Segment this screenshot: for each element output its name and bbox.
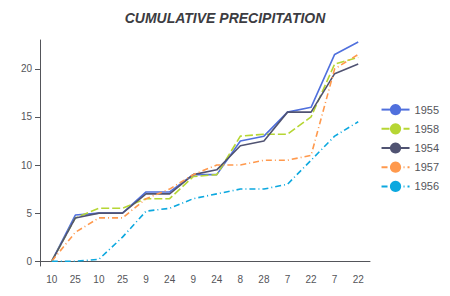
svg-text:24: 24 xyxy=(164,274,176,285)
svg-text:20: 20 xyxy=(21,63,33,74)
svg-text:28: 28 xyxy=(258,274,270,285)
svg-text:10: 10 xyxy=(93,274,105,285)
svg-text:7: 7 xyxy=(332,274,338,285)
svg-text:0: 0 xyxy=(26,256,32,267)
svg-text:1954: 1954 xyxy=(415,142,439,154)
svg-text:24: 24 xyxy=(211,274,223,285)
svg-text:5: 5 xyxy=(26,208,32,219)
svg-text:CUMULATIVE PRECIPITATION: CUMULATIVE PRECIPITATION xyxy=(125,10,327,26)
svg-text:15: 15 xyxy=(21,111,33,122)
svg-text:1958: 1958 xyxy=(415,123,439,135)
svg-text:25: 25 xyxy=(117,274,129,285)
svg-text:10: 10 xyxy=(21,160,33,171)
svg-text:22: 22 xyxy=(353,274,365,285)
svg-text:8: 8 xyxy=(238,274,244,285)
svg-text:10: 10 xyxy=(46,274,58,285)
svg-text:25: 25 xyxy=(70,274,82,285)
svg-text:1955: 1955 xyxy=(415,104,439,116)
svg-text:9: 9 xyxy=(143,274,149,285)
svg-text:22: 22 xyxy=(306,274,318,285)
svg-text:9: 9 xyxy=(190,274,196,285)
svg-text:7: 7 xyxy=(285,274,291,285)
svg-text:1956: 1956 xyxy=(415,180,439,192)
svg-text:1957: 1957 xyxy=(415,161,439,173)
